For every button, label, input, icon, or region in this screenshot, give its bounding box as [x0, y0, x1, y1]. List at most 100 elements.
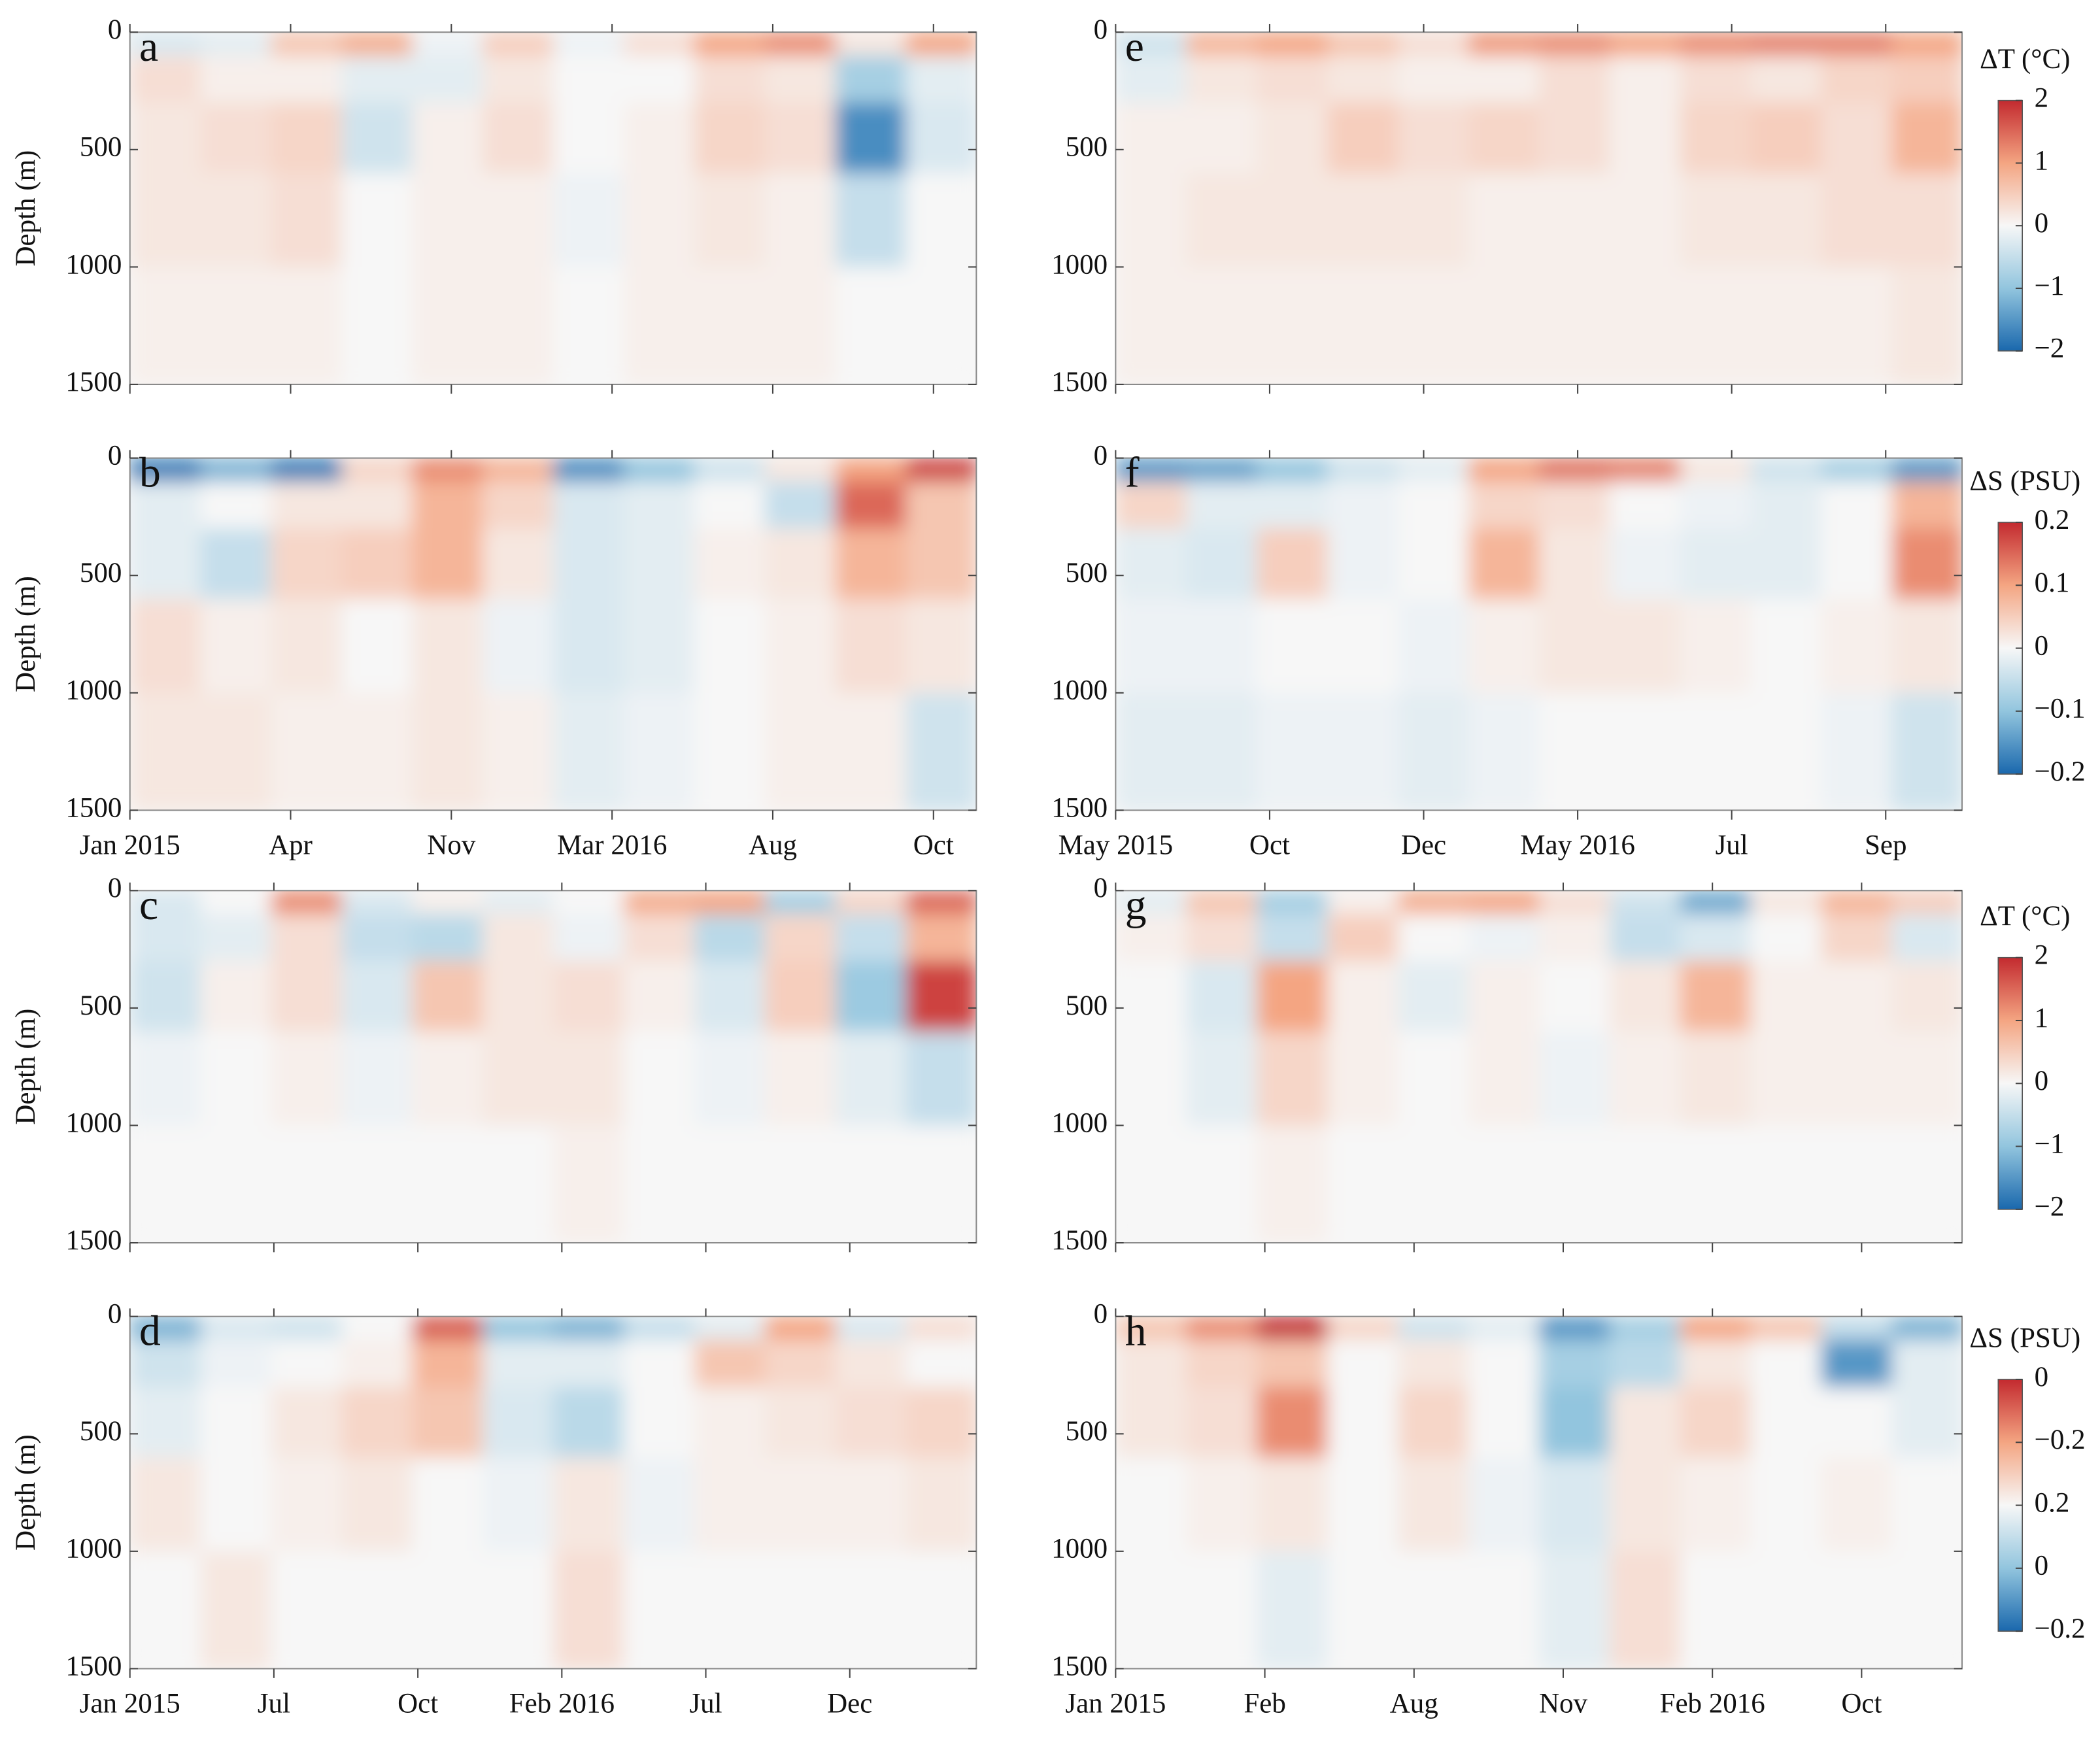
- cell: [1186, 599, 1258, 694]
- cell: [553, 1031, 625, 1126]
- y-tick-label: 1500: [65, 1651, 122, 1681]
- heatmap: [129, 890, 977, 1243]
- cell: [129, 890, 201, 915]
- cell: [694, 914, 766, 962]
- heatmap: [1115, 1316, 1963, 1669]
- cell: [483, 528, 554, 600]
- cell: [1115, 1316, 1187, 1341]
- cell: [1257, 528, 1329, 600]
- cell: [1186, 1340, 1258, 1388]
- cell: [623, 1316, 696, 1341]
- cell: [483, 458, 554, 482]
- x-tick-label: Jan 2015: [80, 830, 180, 861]
- cell: [1821, 1125, 1893, 1243]
- cell: [1115, 961, 1187, 1033]
- cell: [764, 890, 836, 915]
- cell: [1115, 914, 1187, 962]
- cell: [1186, 267, 1258, 384]
- cell: [271, 1387, 343, 1459]
- cell: [1257, 961, 1329, 1033]
- cell: [553, 32, 625, 57]
- cell: [1257, 1387, 1329, 1459]
- cell: [1750, 1387, 1822, 1459]
- y-tick-label: 1000: [65, 675, 122, 706]
- cell: [412, 1125, 484, 1243]
- cell: [1821, 1340, 1893, 1388]
- cell: [1115, 56, 1187, 104]
- cell: [906, 599, 977, 694]
- cell: [764, 1340, 836, 1388]
- cell: [1468, 1551, 1540, 1669]
- cell: [1750, 458, 1822, 482]
- cell: [1891, 1387, 1963, 1459]
- cell: [483, 890, 554, 915]
- cell: [835, 961, 907, 1033]
- cell: [1891, 1316, 1963, 1341]
- cell: [1468, 890, 1540, 915]
- cell: [1680, 458, 1752, 482]
- cell: [906, 1340, 977, 1388]
- y-tick-label: 1500: [1051, 1225, 1108, 1256]
- cell: [1257, 1340, 1329, 1388]
- cell: [483, 1031, 554, 1126]
- cell: [1538, 1457, 1610, 1553]
- cell: [1891, 1125, 1963, 1243]
- x-tick-label: Mar 2016: [557, 830, 667, 861]
- cell: [1821, 1031, 1893, 1126]
- cell: [1891, 528, 1963, 600]
- cell: [1680, 528, 1752, 600]
- heatmap: [129, 32, 977, 384]
- cell: [906, 1031, 977, 1126]
- colorbar-tick-label: 0: [2035, 630, 2049, 661]
- cell: [623, 102, 696, 174]
- cell: [764, 1387, 836, 1459]
- y-tick-label: 1000: [65, 1107, 122, 1138]
- cell: [129, 1340, 201, 1388]
- cell: [553, 481, 625, 530]
- cell: [1186, 528, 1258, 600]
- cell: [483, 173, 554, 268]
- x-tick-label: Aug: [749, 830, 797, 861]
- cell: [553, 1316, 625, 1341]
- cell: [1609, 1340, 1681, 1388]
- y-tick-label: 0: [1094, 873, 1108, 903]
- cell: [1397, 914, 1470, 962]
- cell: [412, 102, 484, 174]
- y-tick-label: 1500: [1051, 1651, 1108, 1681]
- cell: [1680, 173, 1752, 268]
- frame: [1115, 31, 1963, 386]
- cell: [623, 1387, 696, 1459]
- cell: [1468, 1125, 1540, 1243]
- cell: [1115, 528, 1187, 600]
- cell: [1468, 914, 1540, 962]
- cell: [694, 267, 766, 384]
- cell: [1538, 458, 1610, 482]
- cell: [1327, 1551, 1399, 1669]
- cell: [1257, 173, 1329, 268]
- cell: [1821, 1457, 1893, 1553]
- cell: [694, 1340, 766, 1388]
- cell: [1327, 961, 1399, 1033]
- cell: [1186, 961, 1258, 1033]
- cell: [764, 692, 836, 811]
- cell: [764, 481, 836, 530]
- cell: [483, 1316, 554, 1341]
- cell: [1115, 32, 1187, 57]
- cell: [1397, 102, 1470, 174]
- cell: [271, 267, 343, 384]
- cell: [1186, 1551, 1258, 1669]
- cell: [1257, 102, 1329, 174]
- cell: [835, 1340, 907, 1388]
- y-tick-label: 0: [1094, 1299, 1108, 1330]
- y-tick-label: 500: [1066, 132, 1108, 163]
- y-axis-label: Depth (m): [10, 150, 41, 267]
- cell: [1891, 32, 1963, 57]
- cell: [200, 692, 272, 811]
- cell: [1538, 1551, 1610, 1669]
- heatmap-cells: [1115, 32, 1963, 384]
- x-tick-label: Dec: [827, 1689, 872, 1719]
- cell: [1750, 1031, 1822, 1126]
- y-tick-label: 0: [108, 14, 122, 45]
- cell: [1397, 56, 1470, 104]
- cell: [835, 528, 907, 600]
